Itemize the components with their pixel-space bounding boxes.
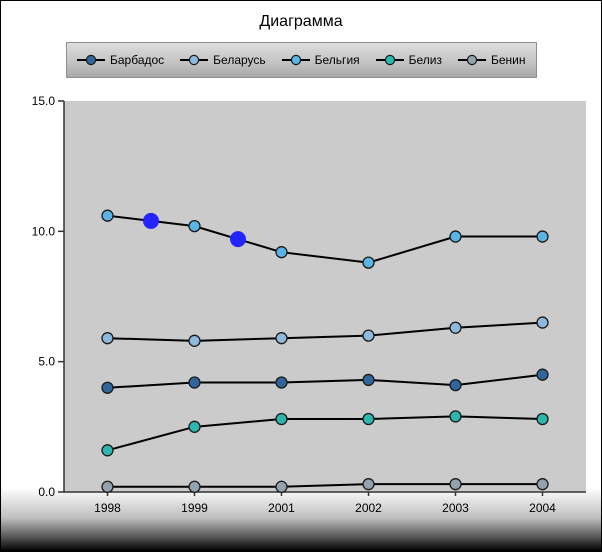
legend-item: Белиз (375, 53, 442, 67)
data-point[interactable] (362, 329, 375, 342)
data-point[interactable] (362, 412, 375, 426)
series-line (107, 321, 543, 342)
data-point[interactable] (275, 332, 288, 345)
legend-marker-icon (458, 54, 486, 66)
data-point[interactable] (188, 219, 201, 233)
x-tick-label: 2001 (268, 501, 295, 515)
y-tick-label: 0.0 (38, 485, 55, 499)
series-line (107, 373, 543, 389)
x-tick-label: 2004 (529, 501, 556, 515)
data-point[interactable] (536, 230, 549, 243)
data-point-selected[interactable] (143, 212, 159, 229)
data-point[interactable] (362, 373, 375, 387)
x-tick-label: 1999 (181, 501, 208, 515)
legend-item: Бенин (458, 53, 526, 67)
data-point[interactable] (536, 478, 549, 491)
data-point[interactable] (536, 412, 549, 426)
y-tick-label: 5.0 (38, 355, 55, 369)
chart-title: Диаграмма (259, 13, 343, 30)
x-tick-label: 2002 (355, 501, 382, 515)
data-point[interactable] (449, 410, 462, 423)
data-point[interactable] (275, 412, 288, 426)
data-point[interactable] (536, 368, 549, 381)
x-tick-label: 2003 (442, 501, 469, 515)
legend-item: Барбадос (77, 53, 164, 67)
y-tick-label: 15.0 (32, 94, 56, 108)
legend-label: Бельгия (314, 53, 360, 67)
plot-area (64, 101, 586, 492)
legend: Барбадос Беларусь Бельгия Белиз Бенин (66, 42, 537, 78)
data-point[interactable] (188, 334, 201, 347)
legend-label: Барбадос (110, 53, 165, 67)
data-point[interactable] (275, 480, 288, 493)
data-point[interactable] (101, 209, 114, 222)
legend-item: Беларусь (180, 53, 266, 67)
data-point[interactable] (362, 256, 375, 269)
data-point[interactable] (101, 444, 114, 457)
x-tick-label: 1998 (94, 501, 121, 515)
data-point[interactable] (362, 478, 375, 491)
legend-marker-icon (77, 54, 105, 66)
data-point[interactable] (449, 378, 462, 392)
data-point-selected[interactable] (230, 231, 246, 248)
data-point[interactable] (188, 376, 201, 389)
legend-label: Беларусь (213, 53, 266, 67)
legend-marker-icon (375, 54, 404, 66)
data-point[interactable] (449, 478, 462, 491)
data-point[interactable] (188, 420, 201, 433)
data-point[interactable] (101, 332, 114, 345)
legend-marker-icon (180, 54, 209, 66)
data-point[interactable] (449, 230, 462, 243)
y-tick-label: 10.0 (32, 224, 56, 238)
data-point[interactable] (449, 321, 462, 334)
data-point[interactable] (275, 376, 288, 389)
legend-label: Бенин (491, 53, 526, 67)
data-point[interactable] (101, 480, 114, 493)
data-point[interactable] (188, 480, 201, 493)
legend-label: Белиз (408, 53, 442, 67)
data-point[interactable] (275, 246, 288, 259)
legend-item: Бельгия (281, 53, 360, 67)
series-line (107, 483, 543, 488)
data-point[interactable] (101, 381, 114, 394)
series-line (107, 415, 543, 452)
data-point[interactable] (536, 316, 549, 329)
legend-marker-icon (281, 54, 310, 66)
